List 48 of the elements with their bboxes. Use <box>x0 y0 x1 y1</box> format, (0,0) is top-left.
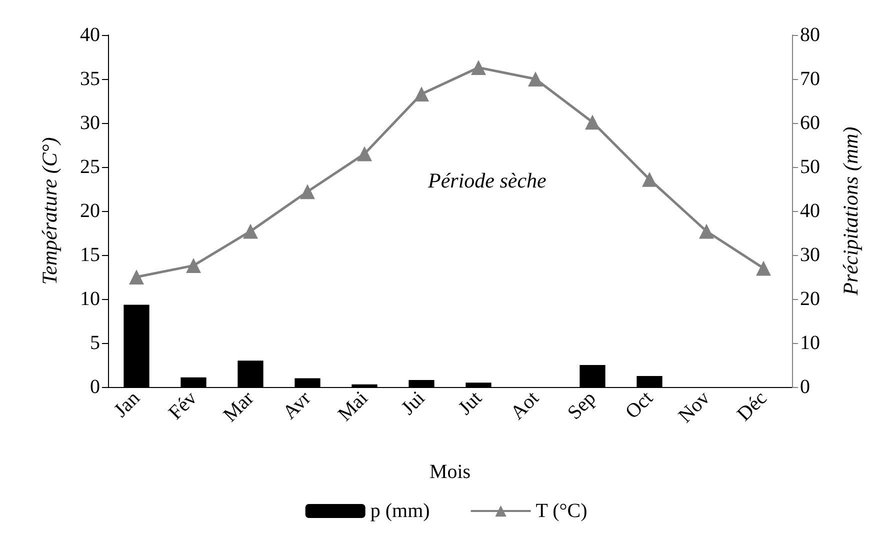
point <box>129 270 144 284</box>
point <box>585 114 600 130</box>
x-tick-label: Aot <box>506 386 544 424</box>
x-tick-label: Nov <box>674 387 714 428</box>
y-tick-label: 15 <box>80 244 100 266</box>
x-tick-label: Sep <box>564 387 600 424</box>
y-tick-label: 5 <box>90 332 100 354</box>
y-tick-label: 35 <box>80 68 100 90</box>
y-tick-label: 40 <box>80 24 100 46</box>
point <box>756 260 771 276</box>
point <box>243 224 258 239</box>
point <box>300 184 315 200</box>
x-tick-label: Jan <box>110 387 144 422</box>
legend-label: T (°C) <box>536 500 588 522</box>
y2-tick-label: 60 <box>800 112 820 134</box>
y2-tick-label: 30 <box>800 244 820 266</box>
y2-tick-label: 20 <box>800 288 820 310</box>
y-tick-label: 10 <box>80 288 100 310</box>
y2-tick-label: 70 <box>800 68 820 90</box>
x-tick-label: Jut <box>454 386 487 420</box>
x-tick-label: Avr <box>278 386 316 424</box>
y2-tick-label: 10 <box>800 332 820 354</box>
legend-label: p (mm) <box>370 500 430 522</box>
annotation: Période sèche <box>427 168 546 192</box>
x-tick-label: Jui <box>397 386 430 420</box>
y2-tick-label: 40 <box>800 200 820 222</box>
point <box>357 146 372 162</box>
point <box>699 224 714 239</box>
y2-tick-label: 80 <box>800 24 820 46</box>
y2-tick-label: 50 <box>800 156 820 178</box>
point <box>186 258 201 274</box>
x-tick-label: Mar <box>219 386 259 426</box>
x-tick-label: Fév <box>164 387 202 424</box>
point <box>642 172 657 187</box>
y-tick-label: 30 <box>80 112 100 134</box>
x-axis-title: Mois <box>429 461 471 483</box>
y2-tick-label: 0 <box>800 376 810 398</box>
y2-axis-title: Précipitations (mm) <box>838 126 862 296</box>
y-axis-title: Température (C°) <box>38 137 62 285</box>
point <box>471 60 486 76</box>
y-tick-label: 0 <box>90 376 100 398</box>
point <box>528 72 543 86</box>
x-tick-label: Oct <box>621 386 658 424</box>
point <box>414 86 429 102</box>
x-tick-label: Déc <box>732 387 772 426</box>
x-tick-label: Mai <box>334 386 373 426</box>
y-tick-label: 20 <box>80 200 100 222</box>
y-tick-label: 25 <box>80 156 100 178</box>
